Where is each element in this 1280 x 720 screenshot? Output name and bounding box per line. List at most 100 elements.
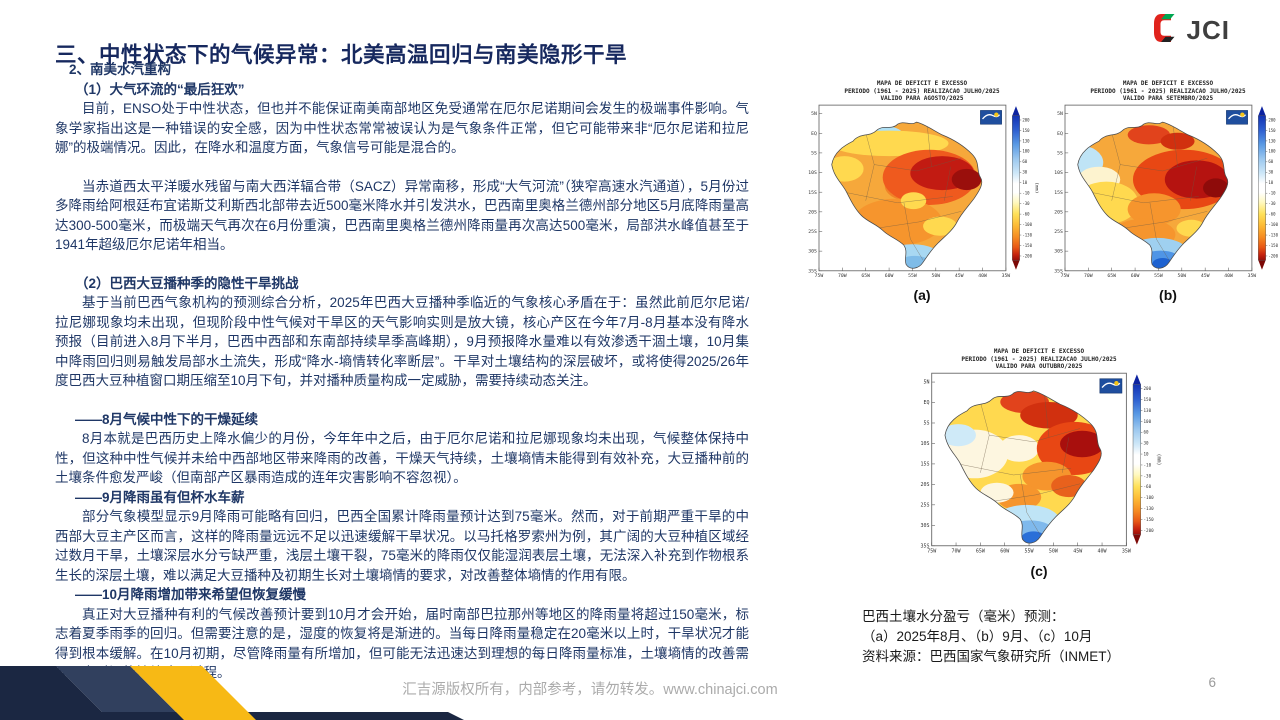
spacer: [55, 255, 749, 274]
svg-text:-150: -150: [1144, 516, 1155, 521]
svg-text:70W: 70W: [838, 273, 847, 279]
brazil-map-august: MAPA DE DEFICIT E EXCESSO PERIODO (1961 …: [802, 80, 1042, 303]
svg-text:10S: 10S: [808, 170, 817, 176]
svg-text:-200: -200: [1144, 527, 1155, 532]
svg-text:-100: -100: [1022, 221, 1032, 226]
svg-text:60W: 60W: [1000, 548, 1009, 554]
svg-text:75W: 75W: [927, 548, 936, 554]
svg-text:-130: -130: [1022, 232, 1032, 237]
svg-text:5N: 5N: [924, 379, 930, 385]
svg-text:-130: -130: [1268, 232, 1278, 237]
svg-text:35S: 35S: [921, 543, 930, 549]
svg-text:(mm): (mm): [1155, 453, 1161, 465]
svg-text:-30: -30: [1144, 473, 1152, 478]
svg-text:60W: 60W: [1131, 273, 1140, 279]
map-title-line: PERIODO (1961 - 2025) REALIZACAO JULHO/2…: [961, 355, 1117, 363]
svg-text:60: 60: [1268, 159, 1273, 164]
svg-text:-10: -10: [1022, 190, 1030, 195]
corner-decoration: [0, 666, 464, 720]
brazil-map-canvas-september: 5N EQ 5S 10S 15S 20S 25S 30S 35S 75W 70W 65W 60W 55W 5…: [1048, 103, 1280, 286]
svg-text:-30: -30: [1268, 201, 1276, 206]
svg-text:-130: -130: [1144, 505, 1155, 510]
map-title-line: VALIDO PARA SETEMBRO/2025: [1122, 95, 1214, 102]
svg-text:130: 130: [1144, 407, 1152, 412]
svg-text:15S: 15S: [808, 189, 817, 195]
svg-text:30: 30: [1022, 169, 1027, 174]
svg-text:65W: 65W: [1107, 273, 1116, 279]
svg-text:40W: 40W: [1098, 548, 1107, 554]
figure-caption-line: （a）2025年8月、（b）9月、（c）10月: [862, 629, 1093, 644]
svg-text:10: 10: [1268, 180, 1273, 185]
map-title-line: MAPA DE DEFICIT E EXCESSO: [1122, 80, 1214, 87]
spacer: [55, 158, 749, 177]
svg-text:-60: -60: [1022, 211, 1030, 216]
svg-text:55W: 55W: [1154, 273, 1163, 279]
svg-text:15S: 15S: [921, 461, 930, 467]
svg-text:60: 60: [1022, 159, 1027, 164]
svg-text:70W: 70W: [952, 548, 961, 554]
svg-text:-150: -150: [1268, 242, 1278, 247]
map-title-line: PERIODO (1961 - 2025) REALIZACAO JULHO/2…: [1090, 87, 1246, 95]
svg-text:25S: 25S: [1054, 229, 1063, 235]
svg-text:15S: 15S: [1054, 189, 1063, 195]
svg-text:150: 150: [1144, 397, 1152, 402]
svg-text:30S: 30S: [1054, 248, 1063, 254]
svg-text:45W: 45W: [955, 273, 964, 279]
svg-text:50W: 50W: [1049, 548, 1058, 554]
map-label-c: (c): [1030, 562, 1048, 579]
svg-text:150: 150: [1268, 127, 1276, 132]
svg-text:70W: 70W: [1084, 273, 1093, 279]
svg-text:30S: 30S: [921, 522, 930, 528]
body-paragraph: 当赤道西太平洋暖水残留与南大西洋辐合带（SACZ）异常南移，形成“大气河流”（狭…: [55, 178, 749, 253]
svg-text:30S: 30S: [808, 248, 817, 254]
svg-text:40W: 40W: [978, 273, 987, 279]
svg-text:50W: 50W: [931, 273, 940, 279]
map-title-line: PERIODO (1961 - 2025) REALIZACAO JULHO/2…: [844, 87, 1000, 95]
svg-text:5N: 5N: [811, 111, 817, 117]
page-number: 6: [1208, 675, 1216, 690]
figure-caption-line: 巴西土壤水分盈亏（毫米）预测：: [862, 609, 1065, 624]
body-heading: ——8月气候中性下的干燥延续: [75, 411, 259, 427]
svg-text:40W: 40W: [1224, 273, 1233, 279]
footer-watermark: 汇吉源版权所有，内部参考，请勿转发。www.chinajci.com: [402, 682, 778, 698]
map-title-line: VALIDO PARA AGOSTO/2025: [880, 95, 964, 102]
svg-text:50W: 50W: [1177, 273, 1186, 279]
svg-text:200: 200: [1022, 117, 1030, 122]
svg-text:30: 30: [1268, 169, 1273, 174]
svg-text:-60: -60: [1144, 484, 1152, 489]
jci-logo-text: JCI: [1186, 15, 1230, 45]
svg-text:20S: 20S: [921, 482, 930, 488]
svg-text:75W: 75W: [1061, 273, 1070, 279]
body-heading: 2、南美水汽重构: [69, 62, 172, 77]
svg-text:10S: 10S: [921, 441, 930, 447]
svg-text:-200: -200: [1268, 253, 1278, 258]
svg-text:-100: -100: [1144, 495, 1155, 500]
svg-text:60: 60: [1144, 429, 1150, 434]
svg-text:5S: 5S: [811, 150, 817, 156]
svg-text:10: 10: [1144, 451, 1150, 456]
svg-text:5N: 5N: [1057, 111, 1063, 117]
svg-text:25S: 25S: [921, 502, 930, 508]
svg-text:30: 30: [1144, 440, 1150, 445]
svg-text:-150: -150: [1022, 242, 1032, 247]
figure-caption: 巴西土壤水分盈亏（毫米）预测： （a）2025年8月、（b）9月、（c）10月 …: [862, 607, 1120, 667]
map-label-b: (b): [1159, 287, 1177, 304]
body-paragraph: 真正对大豆播种有利的气候改善预计要到10月才会开始，届时南部巴拉那州等地区的降雨…: [55, 606, 749, 681]
svg-text:45W: 45W: [1073, 548, 1082, 554]
svg-text:10S: 10S: [1054, 170, 1063, 176]
spacer: [55, 391, 749, 410]
svg-text:(mm): (mm): [1034, 182, 1040, 193]
brazil-map-september: MAPA DE DEFICIT E EXCESSO PERIODO (1961 …: [1048, 80, 1280, 303]
body-heading: （2）巴西大豆播种季的隐性干旱挑战: [75, 275, 299, 291]
svg-text:130: 130: [1022, 138, 1030, 143]
body-heading: ——10月降雨增加带来希望但恢复缓慢: [75, 587, 307, 602]
svg-text:35W: 35W: [1248, 273, 1257, 279]
body-text: 2、南美水汽重构 （1）大气环流的“最后狂欢” 目前，ENSO处于中性状态，但也并不…: [55, 60, 749, 683]
svg-text:35S: 35S: [1054, 268, 1063, 274]
svg-text:EQ: EQ: [924, 400, 930, 406]
jci-logo-icon: [1152, 12, 1184, 49]
figure-source: 资料来源：巴西国家气象研究所（INMET）: [862, 649, 1120, 664]
svg-text:35W: 35W: [1002, 273, 1011, 279]
svg-text:35S: 35S: [808, 268, 817, 274]
